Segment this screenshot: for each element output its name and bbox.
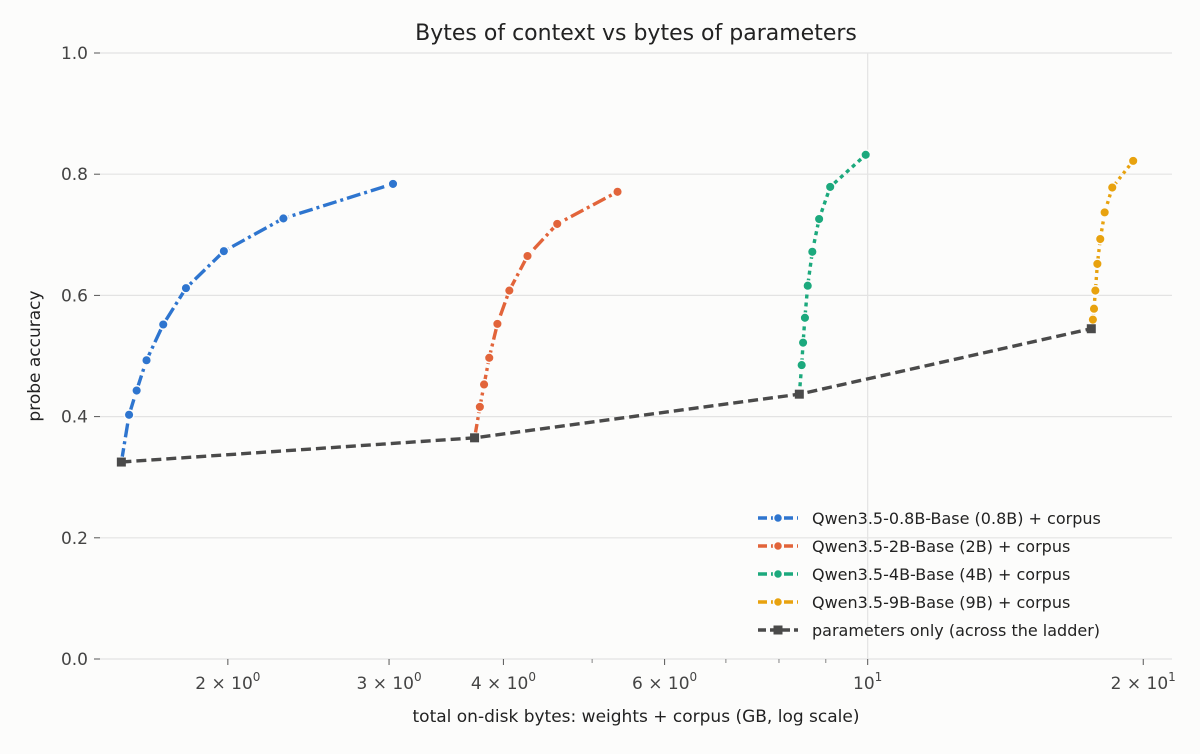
y-tick-label: 0.4 [61,408,88,428]
y-tick-label: 0.8 [61,165,88,185]
tick-layer: 0.00.20.40.60.81.02 × 100 3 × 100 4 × 100 6… [61,44,1176,694]
data-point [1127,155,1139,167]
data-point [180,282,192,294]
legend-item: parameters only (across the ladder) [758,621,1100,640]
x-tick-label: 2 × 100 [195,670,260,694]
data-point [806,246,818,258]
legend-swatch-marker [772,540,784,552]
data-point [503,285,515,297]
legend-swatch-marker [772,568,784,580]
x-tick-label-exponent: 1 [875,670,883,684]
data-point [824,181,836,193]
x-tick-label-base: 2 × 10 [1111,674,1169,694]
data-point [1094,233,1106,245]
x-tick-label-base: 2 × 10 [195,674,253,694]
data-point [218,245,230,257]
x-tick-label-exponent: 1 [1168,670,1176,684]
data-point [796,359,808,371]
data-point [387,178,399,190]
series-layer [115,149,1139,468]
series-group [116,324,1096,467]
x-axis-title: total on-disk bytes: weights + corpus (G… [413,707,860,727]
legend: Qwen3.5-0.8B-Base (0.8B) + corpus Qwen3.5… [758,509,1101,640]
x-tick-label-exponent: 0 [253,670,261,684]
x-tick-label: 3 × 100 [356,670,421,694]
x-tick-label-exponent: 0 [528,670,536,684]
legend-label: Qwen3.5-0.8B-Base (0.8B) + corpus [812,509,1101,528]
data-point [799,312,811,324]
data-point [478,378,490,391]
series-group [115,178,399,468]
data-point [491,318,503,330]
data-point [1088,303,1100,315]
x-tick-label-base: 6 × 10 [632,674,690,694]
data-point [1087,314,1099,326]
data-point [797,337,809,349]
data-point [483,352,495,364]
x-tick-label-exponent: 0 [414,670,422,684]
data-point [277,212,289,224]
series-group [469,186,624,444]
y-tick-label: 0.2 [61,529,88,549]
legend-item: Qwen3.5-2B-Base (2B) + corpus [758,537,1070,556]
x-tick-label: 4 × 100 [471,670,536,694]
x-tick-label-base: 3 × 10 [356,674,414,694]
legend-label: Qwen3.5-9B-Base (9B) + corpus [812,593,1070,612]
data-point [611,186,624,198]
x-tick-label-exponent: 0 [690,670,698,684]
data-point [131,384,143,397]
data-point [521,250,534,262]
series-line [472,190,619,439]
series-group [1085,155,1139,335]
x-tick-label: 101 [853,670,882,694]
x-tick-label: 6 × 100 [632,670,697,694]
legend-swatch-marker [772,596,784,608]
data-point [116,457,126,467]
data-point [157,318,169,331]
legend-label: Qwen3.5-2B-Base (2B) + corpus [812,537,1070,556]
data-point [470,433,480,443]
data-point [123,409,135,421]
x-tick-label-base: 10 [853,674,875,694]
y-tick-label: 0.0 [61,650,88,670]
legend-item: Qwen3.5-0.8B-Base (0.8B) + corpus [758,509,1101,528]
data-point [1086,324,1096,334]
y-tick-label: 1.0 [61,44,88,64]
data-point [1099,206,1111,218]
legend-swatch-marker [772,512,784,524]
data-point [813,213,825,225]
data-point [551,218,563,230]
series-group [793,149,872,400]
data-point [474,401,486,413]
y-axis-title: probe accuracy [25,290,45,421]
data-point [794,389,804,399]
x-tick-label: 2 × 101 [1111,670,1176,694]
data-point [1106,181,1118,194]
y-tick-label: 0.6 [61,286,88,306]
data-point [1091,258,1103,270]
legend-swatch-marker [773,625,783,635]
data-point [802,280,814,292]
data-point [860,149,872,161]
legend-label: parameters only (across the ladder) [812,621,1100,640]
x-tick-label-base: 4 × 10 [471,674,529,694]
data-point [1089,285,1101,297]
data-point [140,354,153,366]
legend-item: Qwen3.5-4B-Base (4B) + corpus [758,565,1070,584]
chart-title: Bytes of context vs bytes of parameters [415,21,857,46]
legend-label: Qwen3.5-4B-Base (4B) + corpus [812,565,1070,584]
legend-item: Qwen3.5-9B-Base (9B) + corpus [758,593,1070,612]
series-line [121,327,1092,464]
